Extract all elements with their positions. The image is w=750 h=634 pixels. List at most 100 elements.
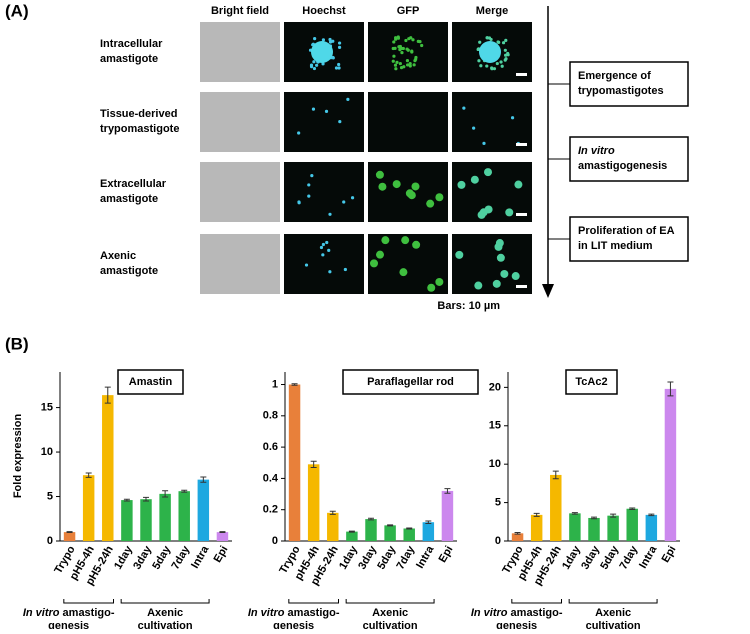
cell-dot — [485, 64, 489, 68]
row-label: Tissue-derived — [100, 108, 177, 120]
error-bar — [310, 460, 317, 468]
row-label: Intracellular — [100, 38, 163, 50]
cell-dot — [392, 180, 401, 189]
cell-dot — [337, 41, 342, 45]
bar — [178, 491, 190, 541]
cell-dot — [297, 200, 301, 204]
bar — [664, 388, 677, 541]
column-header: GFP — [397, 5, 420, 17]
error-bar — [104, 386, 111, 404]
step-italic: In vitro — [578, 145, 615, 157]
cell-dot — [394, 67, 398, 71]
bar — [530, 514, 543, 541]
error-bar — [348, 530, 355, 533]
bar — [569, 513, 581, 541]
title-box — [565, 369, 618, 395]
bar — [626, 508, 638, 541]
cell-dot — [514, 180, 523, 189]
cell-dot — [496, 253, 505, 262]
x-tick-label: Epi — [437, 544, 456, 565]
bar — [327, 512, 339, 541]
cell-dot — [476, 47, 480, 52]
cell-dot — [378, 182, 387, 191]
error-bar — [444, 488, 451, 494]
x-tick-label: Epi — [660, 544, 679, 565]
y-tick-label: 0.2 — [263, 504, 278, 516]
bracket — [63, 599, 115, 604]
x-tick-label: 7day — [394, 543, 417, 571]
cell-dot — [401, 236, 410, 245]
error-bar — [571, 512, 578, 515]
cell-dot — [478, 40, 482, 44]
cell-dot — [479, 64, 483, 68]
cell-dot — [331, 55, 335, 60]
micrograph — [200, 92, 280, 152]
bar — [63, 532, 76, 541]
cell-dot — [405, 59, 410, 63]
micrograph — [368, 92, 448, 152]
step-box — [569, 216, 689, 262]
y-tick-label: 10 — [41, 446, 53, 458]
micrograph — [284, 162, 364, 222]
cell-dot — [399, 268, 408, 277]
y-tick-label: 1 — [272, 378, 278, 390]
cell-dot — [474, 281, 483, 290]
bar — [441, 490, 454, 541]
row-label: Extracellular — [100, 178, 167, 190]
cell-dot — [304, 263, 309, 267]
bar — [121, 500, 133, 541]
bar — [102, 395, 114, 541]
error-bar — [368, 517, 374, 521]
bar — [645, 514, 658, 541]
cell-dot — [504, 38, 508, 42]
cell-dot — [381, 236, 390, 245]
bar — [422, 522, 435, 541]
cell-dot — [337, 45, 342, 49]
cell-dot — [455, 250, 464, 259]
micrograph — [284, 92, 364, 152]
cell-dot — [402, 65, 406, 69]
error-bar — [406, 527, 413, 530]
bar — [346, 531, 358, 541]
error-bar — [85, 472, 92, 478]
error-bar — [181, 489, 188, 493]
step-text: trypomastigotes — [578, 85, 664, 97]
bar — [384, 525, 396, 541]
group-label: Axenic — [147, 607, 183, 619]
cell-dot — [414, 55, 418, 60]
error-bar — [514, 532, 521, 535]
scale-bar — [516, 285, 527, 288]
row-label: Axenic — [100, 250, 136, 262]
cell-dot — [350, 196, 355, 200]
cell-dot — [457, 180, 466, 189]
nucleus — [479, 41, 501, 63]
error-bar — [143, 496, 149, 502]
bar — [140, 499, 152, 541]
arrow-head — [542, 284, 554, 298]
chart-title: Paraflagellar rod — [367, 376, 454, 388]
cell-dot — [487, 36, 492, 40]
scale-note: Bars: 10 µm — [437, 300, 500, 312]
x-tick-label: 3day — [131, 543, 154, 571]
cell-dot — [477, 210, 486, 219]
bar — [288, 384, 301, 541]
bar — [216, 532, 229, 541]
cell-dot — [321, 242, 326, 247]
cell-dot — [497, 40, 501, 44]
error-bar — [629, 507, 636, 511]
error-bar — [200, 476, 207, 483]
row-label: amastigote — [100, 53, 158, 65]
micrograph — [200, 234, 280, 294]
micrograph — [452, 234, 532, 294]
cell-dot — [307, 183, 311, 187]
cell-dot — [490, 67, 494, 71]
cell-dot — [321, 253, 325, 257]
row-label: trypomastigote — [100, 123, 179, 135]
cell-dot — [404, 38, 408, 43]
cell-dot — [328, 270, 332, 274]
cell-dot — [492, 67, 497, 71]
step-box — [569, 61, 689, 107]
y-tick-label: 20 — [489, 381, 501, 393]
y-tick-label: 0 — [47, 535, 53, 547]
micrograph — [368, 234, 448, 294]
